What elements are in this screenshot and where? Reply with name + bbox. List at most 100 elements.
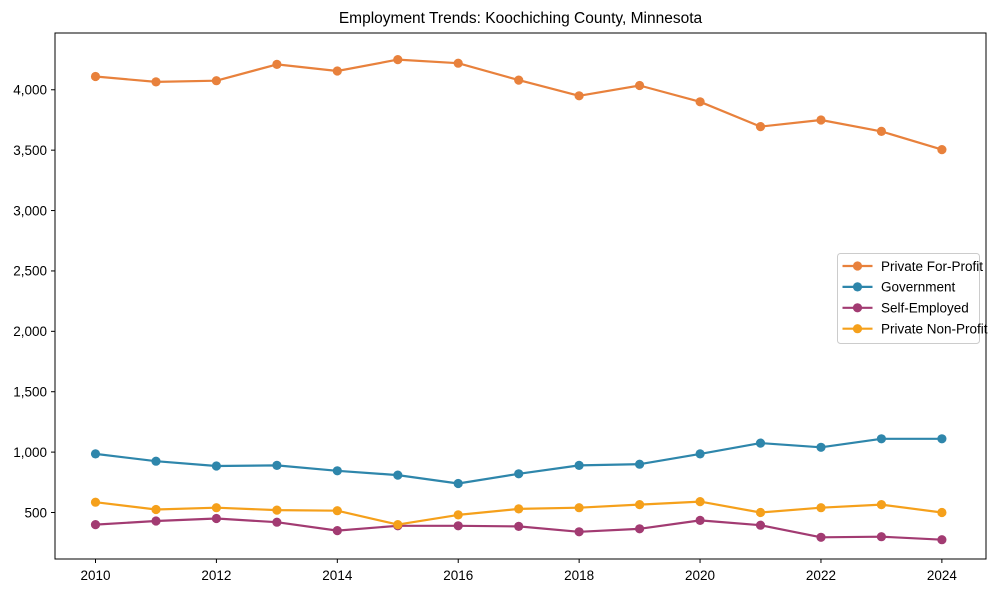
x-tick-label: 2018 xyxy=(564,568,594,583)
data-point xyxy=(574,460,584,470)
x-tick-label: 2012 xyxy=(201,568,231,583)
data-point xyxy=(151,504,161,515)
data-point xyxy=(272,517,282,527)
y-tick-label: 500 xyxy=(24,505,47,520)
data-point xyxy=(695,97,705,107)
legend-item-label: Self-Employed xyxy=(881,301,969,316)
data-point xyxy=(816,115,826,125)
data-point xyxy=(90,71,101,82)
legend-item-label: Government xyxy=(881,280,956,295)
data-point xyxy=(816,442,826,452)
data-point xyxy=(755,122,766,132)
data-point xyxy=(151,516,161,526)
data-point xyxy=(332,506,342,516)
data-point xyxy=(393,55,403,65)
series-private-non-profit xyxy=(90,497,947,530)
y-tick-label: 2,000 xyxy=(13,324,47,339)
data-point xyxy=(755,438,766,448)
legend-marker-dot xyxy=(852,282,863,292)
x-tick-label: 2010 xyxy=(80,568,110,583)
data-point xyxy=(876,126,887,136)
data-point xyxy=(514,521,524,532)
legend-item-private-for-profit: Private For-Profit xyxy=(842,259,983,274)
data-point xyxy=(635,80,645,91)
y-tick-label: 3,000 xyxy=(13,203,47,218)
data-point xyxy=(211,503,221,513)
data-point xyxy=(332,526,342,536)
data-point xyxy=(937,535,947,545)
data-point xyxy=(876,532,887,542)
plot-border xyxy=(54,32,987,560)
data-point xyxy=(211,513,221,524)
data-point xyxy=(695,497,705,507)
data-point xyxy=(514,469,524,479)
data-point xyxy=(332,466,342,476)
data-point xyxy=(453,478,463,489)
data-point xyxy=(816,532,826,542)
series-private-for-profit xyxy=(90,55,947,155)
data-point xyxy=(635,500,645,510)
x-tick-label: 2016 xyxy=(443,568,473,583)
data-point xyxy=(755,520,766,530)
data-point xyxy=(876,434,887,444)
data-point xyxy=(514,504,524,514)
x-tick-label: 2024 xyxy=(927,568,958,583)
data-point xyxy=(332,66,342,76)
y-tick-label: 4,000 xyxy=(13,83,47,98)
data-point xyxy=(272,505,282,515)
series-self-employed xyxy=(90,513,947,545)
x-tick-label: 2022 xyxy=(806,568,836,583)
legend-marker-dot xyxy=(852,303,863,313)
data-point xyxy=(90,520,101,530)
data-point xyxy=(211,461,221,471)
series-government xyxy=(90,434,947,489)
data-point xyxy=(937,507,947,518)
data-point xyxy=(272,460,282,470)
chart-title: Employment Trends: Koochiching County, M… xyxy=(338,10,703,27)
legend-marker-dot xyxy=(852,324,863,334)
data-point xyxy=(514,75,524,85)
data-point xyxy=(393,520,403,530)
data-point xyxy=(453,510,463,520)
y-tick-label: 1,500 xyxy=(13,385,47,400)
data-point xyxy=(937,145,947,155)
x-axis: 2010 2012 2014 2016 2018 2020 2022 2024 xyxy=(80,559,957,583)
data-point xyxy=(453,521,463,531)
data-point xyxy=(755,507,766,518)
x-tick-label: 2020 xyxy=(685,568,715,583)
legend-marker-dot xyxy=(852,261,863,271)
data-point xyxy=(453,58,463,68)
data-point xyxy=(151,456,161,466)
data-point xyxy=(635,459,645,469)
legend-item-private-non-profit: Private Non-Profit xyxy=(842,322,988,337)
y-tick-label: 2,500 xyxy=(13,264,47,279)
data-point xyxy=(695,515,705,526)
legend-box xyxy=(837,253,980,344)
legend-item-label: Private For-Profit xyxy=(881,259,983,274)
legend-item-government: Government xyxy=(842,280,956,295)
data-point xyxy=(937,434,947,444)
data-point xyxy=(574,91,584,101)
data-point xyxy=(876,500,887,510)
data-point xyxy=(90,449,101,459)
legend-item-self-employed: Self-Employed xyxy=(842,301,969,316)
data-point xyxy=(272,59,282,69)
data-point xyxy=(816,503,826,513)
data-point xyxy=(211,76,221,86)
y-axis: 500 1,000 1,500 2,000 2,500 3,000 3,500 4,000 xyxy=(13,83,55,520)
data-point xyxy=(574,527,584,537)
y-tick-label: 3,500 xyxy=(13,143,47,158)
data-point xyxy=(90,497,101,507)
legend: Private For-Profit Government Self-Employe… xyxy=(837,253,988,344)
data-point xyxy=(393,470,403,480)
series-line-private-for-profit xyxy=(95,58,943,151)
legend-item-label: Private Non-Profit xyxy=(881,322,988,337)
data-point xyxy=(635,524,645,534)
data-point xyxy=(574,503,584,513)
data-point xyxy=(695,449,705,459)
x-tick-label: 2014 xyxy=(322,568,353,583)
y-tick-label: 1,000 xyxy=(13,445,47,460)
data-point xyxy=(151,77,161,87)
